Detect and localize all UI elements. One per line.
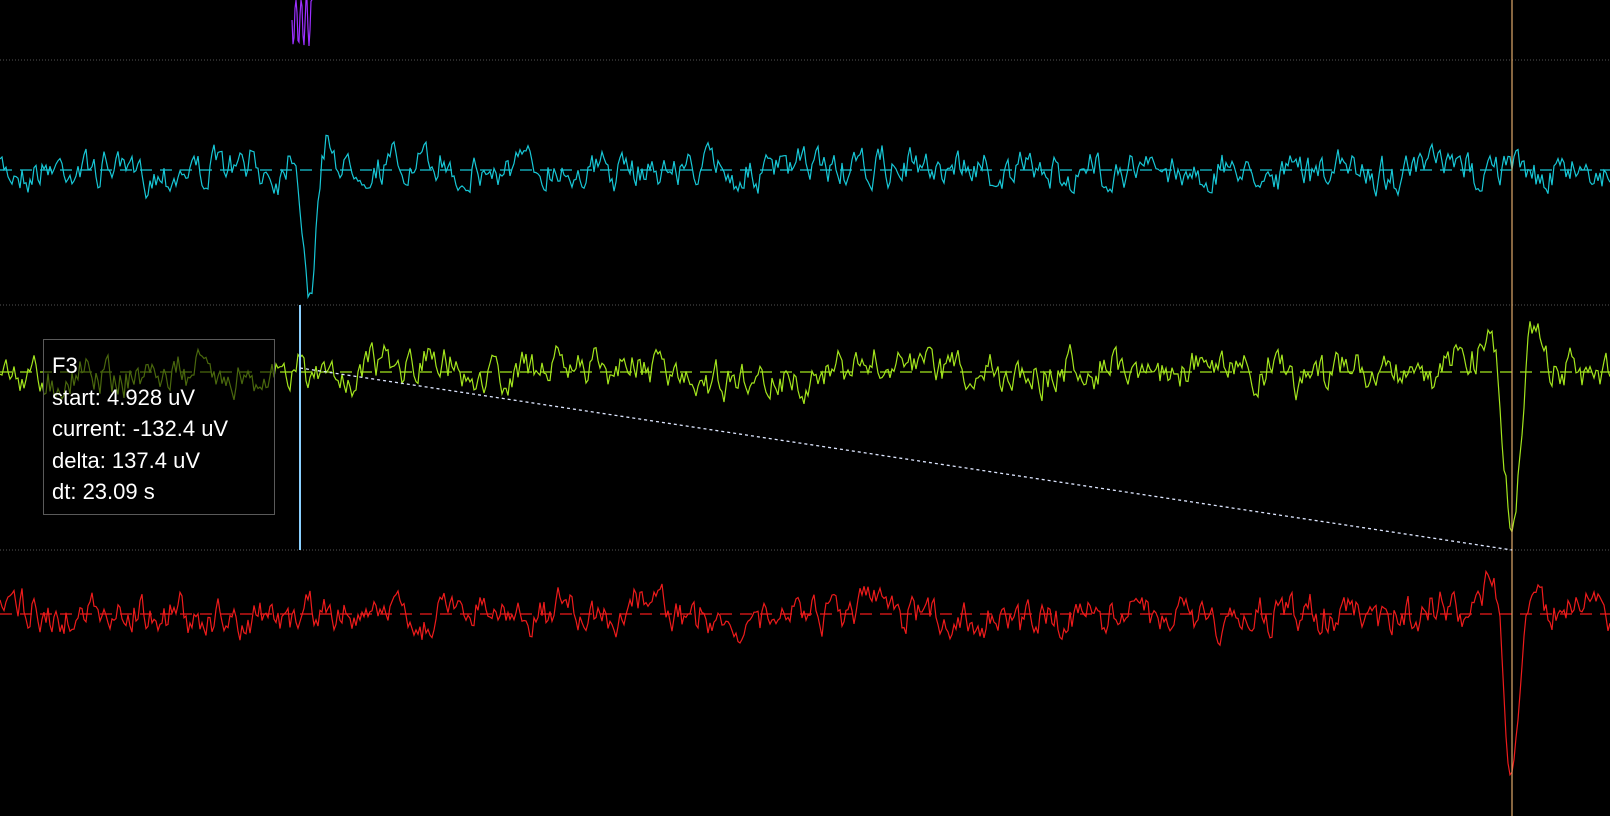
measure-line: [299, 367, 1513, 551]
eeg-trace-ch3: [0, 569, 1610, 777]
readout-channel-name: F3: [52, 353, 78, 378]
measurement-readout: F3 start: 4.928 uV current: -132.4 uV de…: [43, 339, 275, 515]
eeg-trace-ch0: [291, 0, 313, 47]
readout-start-value: start: 4.928 uV: [52, 384, 196, 410]
readout-dt-value: dt: 23.09 s: [52, 479, 155, 504]
readout-delta-value: delta: 137.4 uV: [52, 447, 201, 473]
eeg-trace-ch1: [0, 134, 1610, 300]
readout-current-value: current: -132.4 uV: [52, 416, 229, 441]
